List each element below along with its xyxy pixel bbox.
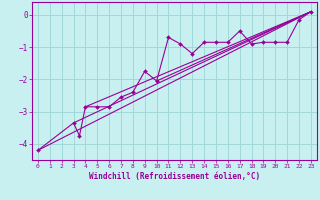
X-axis label: Windchill (Refroidissement éolien,°C): Windchill (Refroidissement éolien,°C) [89, 172, 260, 181]
